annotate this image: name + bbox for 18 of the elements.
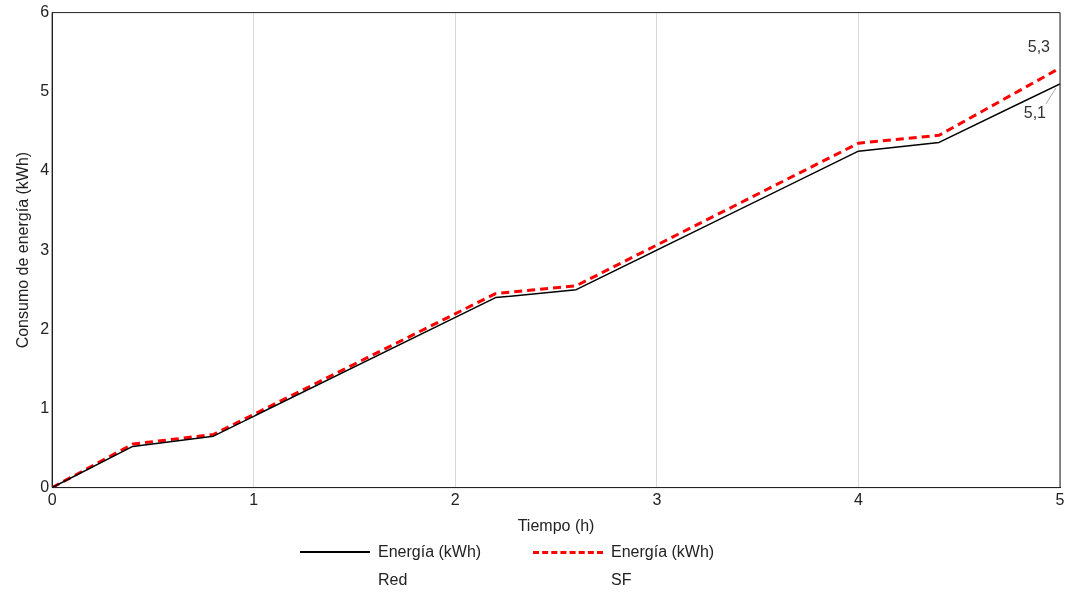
legend-label: Energía (kWh) Red (378, 542, 483, 590)
legend-label: Energía (kWh) SF (611, 542, 716, 590)
annotation: 5,1 (1023, 104, 1047, 122)
x-axis-title: Tiempo (h) (517, 516, 595, 534)
x-tick-label: 5 (1055, 490, 1065, 508)
y-tick-label: 6 (40, 3, 50, 21)
annotation: 5,3 (1027, 38, 1051, 56)
y-axis-title: Consumo de energía (kWh) (14, 151, 32, 349)
y-tick-label: 2 (40, 319, 50, 337)
y-tick-label: 0 (40, 478, 50, 496)
y-tick-label: 5 (40, 82, 50, 100)
y-tick-label: 3 (40, 240, 50, 258)
x-tick-label: 2 (450, 490, 460, 508)
y-tick-label: 1 (40, 398, 50, 416)
x-tick-label: 3 (652, 490, 662, 508)
x-tick-label: 1 (249, 490, 259, 508)
x-tick-label: 4 (853, 490, 863, 508)
y-tick-label: 4 (40, 161, 50, 179)
